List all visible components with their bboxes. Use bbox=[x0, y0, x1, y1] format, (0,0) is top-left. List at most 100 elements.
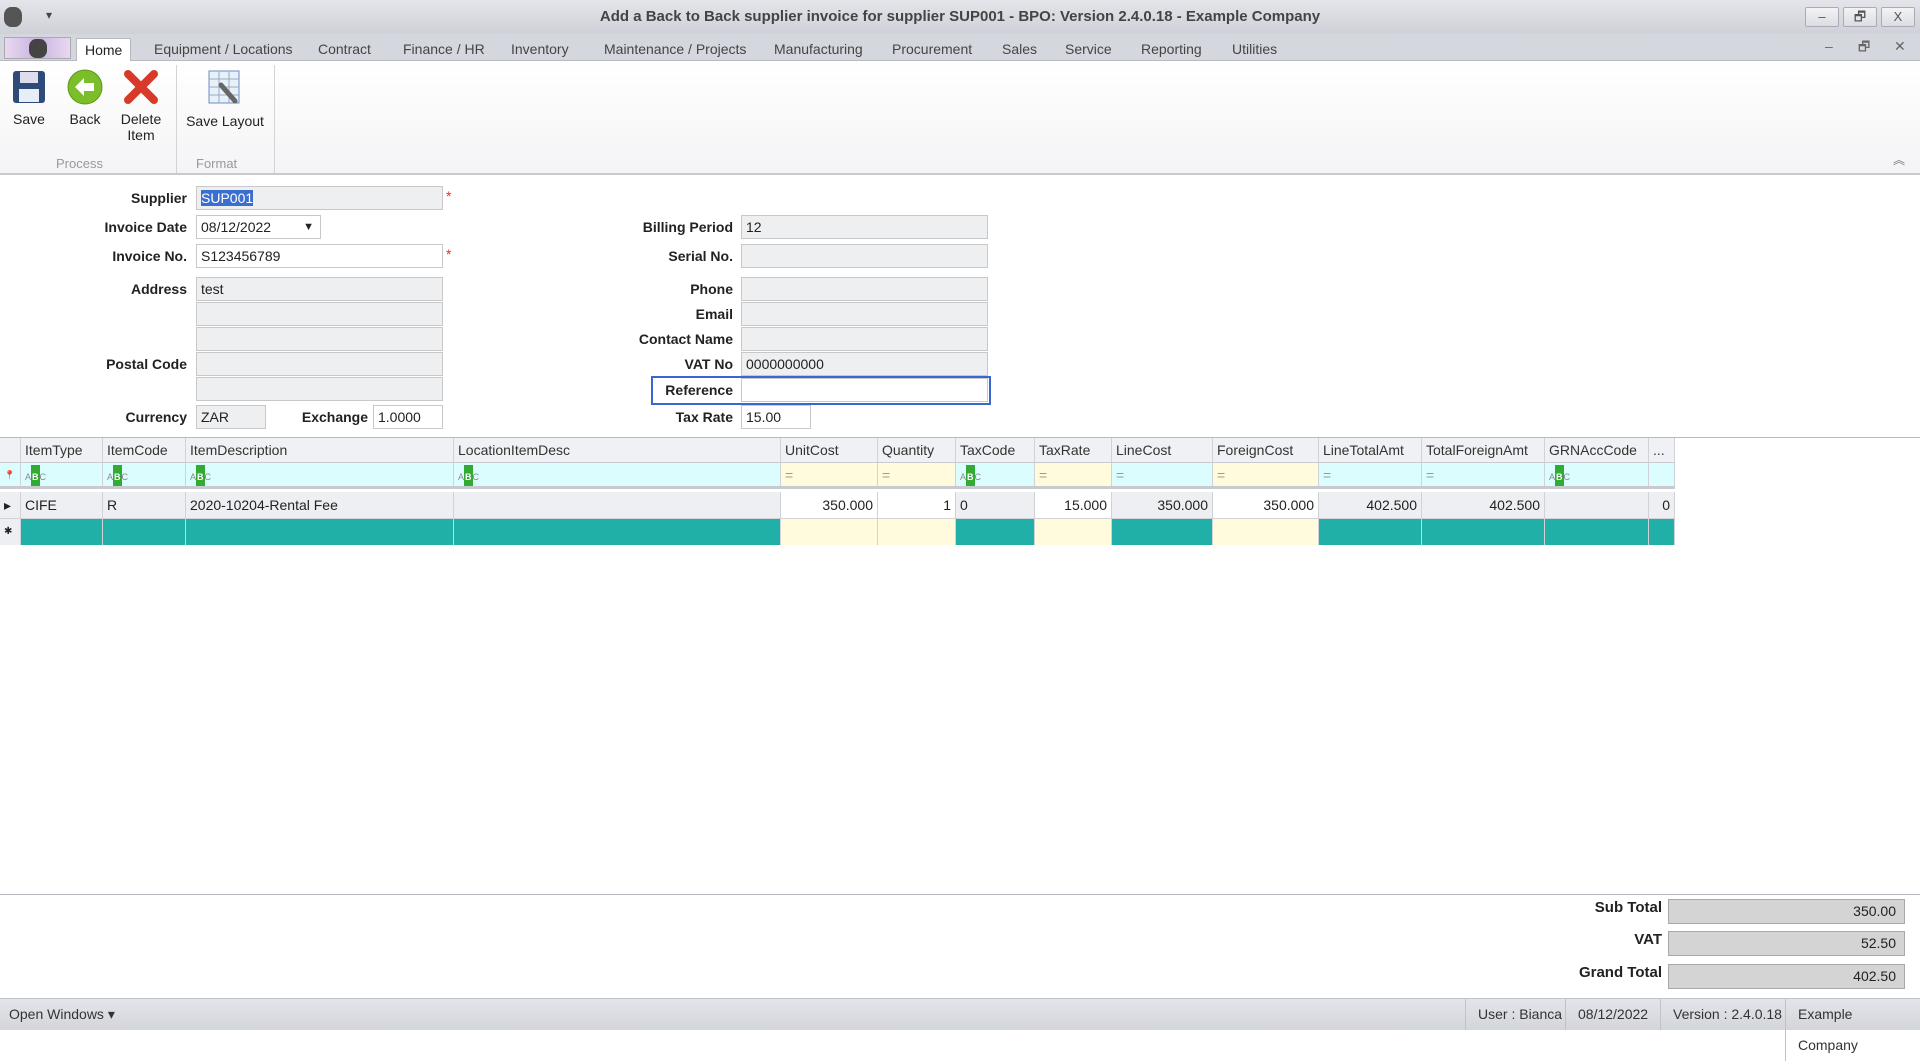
restore-button[interactable]: 🗗 bbox=[1843, 7, 1877, 27]
mdi-minimize-icon[interactable]: – bbox=[1825, 38, 1833, 54]
column-header[interactable]: TaxCode bbox=[956, 438, 1035, 462]
tab-equipment-locations[interactable]: Equipment / Locations bbox=[154, 41, 293, 57]
quick-access-dropdown-icon[interactable]: ▾ bbox=[46, 8, 53, 22]
filter-cell[interactable] bbox=[1649, 463, 1675, 486]
tab-procurement[interactable]: Procurement bbox=[892, 41, 973, 57]
column-header[interactable]: Quantity bbox=[878, 438, 956, 462]
grid-cell[interactable]: CIFE bbox=[21, 492, 103, 518]
new-row-cell[interactable] bbox=[454, 519, 781, 545]
save-button[interactable]: Save bbox=[8, 69, 50, 127]
new-row-cell[interactable] bbox=[1213, 519, 1319, 545]
column-header[interactable]: ItemDescription bbox=[186, 438, 454, 462]
column-header[interactable]: ItemCode bbox=[103, 438, 186, 462]
filter-cell[interactable]: ABC bbox=[103, 463, 186, 486]
new-row-cell[interactable] bbox=[1319, 519, 1422, 545]
column-header[interactable]: ItemType bbox=[21, 438, 103, 462]
collapse-ribbon-icon[interactable]: ︽ bbox=[1893, 153, 1906, 167]
grid-cell[interactable]: 350.000 bbox=[1213, 492, 1319, 518]
column-header[interactable]: TaxRate bbox=[1035, 438, 1112, 462]
address-line-1[interactable]: test bbox=[196, 277, 443, 301]
open-windows-menu[interactable]: Open Windows ▾ bbox=[9, 1006, 115, 1022]
new-row-cell[interactable] bbox=[878, 519, 956, 545]
filter-cell[interactable]: = bbox=[1213, 463, 1319, 486]
new-row-cell[interactable] bbox=[1422, 519, 1545, 545]
grid-cell[interactable] bbox=[454, 492, 781, 518]
address-line-3[interactable] bbox=[196, 327, 443, 351]
grid-cell[interactable]: 15.000 bbox=[1035, 492, 1112, 518]
address-line-4[interactable] bbox=[196, 377, 443, 401]
grid-cell[interactable]: 402.500 bbox=[1319, 492, 1422, 518]
tab-inventory[interactable]: Inventory bbox=[511, 41, 569, 57]
filter-cell[interactable]: = bbox=[781, 463, 878, 486]
new-row-cell[interactable] bbox=[956, 519, 1035, 545]
filter-cell[interactable]: ABC bbox=[956, 463, 1035, 486]
filter-cell[interactable]: = bbox=[878, 463, 956, 486]
column-header[interactable]: TotalForeignAmt bbox=[1422, 438, 1545, 462]
new-row-cell[interactable] bbox=[186, 519, 454, 545]
column-header[interactable]: ... bbox=[1649, 438, 1675, 462]
mdi-restore-icon[interactable]: 🗗 bbox=[1858, 39, 1871, 54]
grid-cell[interactable]: 402.500 bbox=[1422, 492, 1545, 518]
mdi-close-icon[interactable]: ✕ bbox=[1894, 38, 1906, 54]
reference-input[interactable] bbox=[741, 378, 988, 402]
column-header[interactable]: GRNAccCode bbox=[1545, 438, 1649, 462]
new-row-cell[interactable] bbox=[1545, 519, 1649, 545]
filter-cell[interactable]: = bbox=[1422, 463, 1545, 486]
vat-no-input[interactable]: 0000000000 bbox=[741, 352, 988, 376]
tab-service[interactable]: Service bbox=[1065, 41, 1112, 57]
filter-cell[interactable]: = bbox=[1035, 463, 1112, 486]
new-row-cell[interactable] bbox=[21, 519, 103, 545]
new-row-cell[interactable] bbox=[781, 519, 878, 545]
filter-cell[interactable]: ABC bbox=[21, 463, 103, 486]
new-row-icon[interactable]: ✱ bbox=[0, 519, 21, 545]
column-header[interactable]: ForeignCost bbox=[1213, 438, 1319, 462]
grid-cell[interactable]: R bbox=[103, 492, 186, 518]
tab-contract[interactable]: Contract bbox=[318, 41, 371, 57]
column-header[interactable]: UnitCost bbox=[781, 438, 878, 462]
invoice-no-input[interactable]: S123456789 bbox=[196, 244, 443, 268]
serial-no-input[interactable] bbox=[741, 244, 988, 268]
grid-cell[interactable]: 1 bbox=[878, 492, 956, 518]
new-row-cell[interactable] bbox=[1035, 519, 1112, 545]
grid-cell[interactable]: 0 bbox=[956, 492, 1035, 518]
tax-rate-input[interactable]: 15.00 bbox=[741, 405, 811, 429]
supplier-input[interactable]: SUP001 bbox=[196, 186, 443, 210]
grid-cell[interactable]: 2020-10204-Rental Fee bbox=[186, 492, 454, 518]
grid-cell[interactable]: 350.000 bbox=[1112, 492, 1213, 518]
delete-item-button[interactable]: Delete Item bbox=[116, 69, 166, 143]
chevron-down-icon[interactable]: ▼ bbox=[303, 221, 314, 233]
filter-cell[interactable]: ABC bbox=[1545, 463, 1649, 486]
new-row-cell[interactable] bbox=[103, 519, 186, 545]
filter-cell[interactable]: = bbox=[1319, 463, 1422, 486]
grid-cell[interactable]: 350.000 bbox=[781, 492, 878, 518]
filter-cell[interactable]: = bbox=[1112, 463, 1213, 486]
email-input[interactable] bbox=[741, 302, 988, 326]
tab-utilities[interactable]: Utilities bbox=[1232, 41, 1278, 57]
exchange-input[interactable]: 1.0000 bbox=[373, 405, 443, 429]
back-button[interactable]: Back bbox=[64, 69, 106, 127]
billing-period-input[interactable]: 12 bbox=[741, 215, 988, 239]
filter-cell[interactable]: ABC bbox=[186, 463, 454, 486]
grid-cell[interactable] bbox=[1545, 492, 1649, 518]
currency-input[interactable]: ZAR bbox=[196, 405, 266, 429]
tab-reporting[interactable]: Reporting bbox=[1141, 41, 1202, 57]
minimize-button[interactable]: – bbox=[1805, 7, 1839, 27]
column-header[interactable]: LineTotalAmt bbox=[1319, 438, 1422, 462]
postal-code-input[interactable] bbox=[196, 352, 443, 376]
invoice-date-picker[interactable]: 08/12/2022 ▼ bbox=[196, 215, 321, 239]
row-selector-icon[interactable]: ▸ bbox=[0, 492, 21, 518]
filter-pin-icon[interactable]: 📍 bbox=[0, 463, 21, 486]
phone-input[interactable] bbox=[741, 277, 988, 301]
app-menu-button[interactable] bbox=[4, 37, 71, 59]
new-row-cell[interactable] bbox=[1112, 519, 1213, 545]
tab-maintenance-projects[interactable]: Maintenance / Projects bbox=[604, 41, 747, 57]
tab-sales[interactable]: Sales bbox=[1002, 41, 1038, 57]
tab-finance-hr[interactable]: Finance / HR bbox=[403, 41, 485, 57]
filter-cell[interactable]: ABC bbox=[454, 463, 781, 486]
close-button[interactable]: X bbox=[1881, 7, 1915, 27]
new-row-cell[interactable] bbox=[1649, 519, 1675, 545]
address-line-2[interactable] bbox=[196, 302, 443, 326]
grid-cell[interactable]: 0 bbox=[1649, 492, 1675, 518]
tab-manufacturing[interactable]: Manufacturing bbox=[774, 41, 863, 57]
tab-home[interactable]: Home bbox=[76, 38, 132, 61]
